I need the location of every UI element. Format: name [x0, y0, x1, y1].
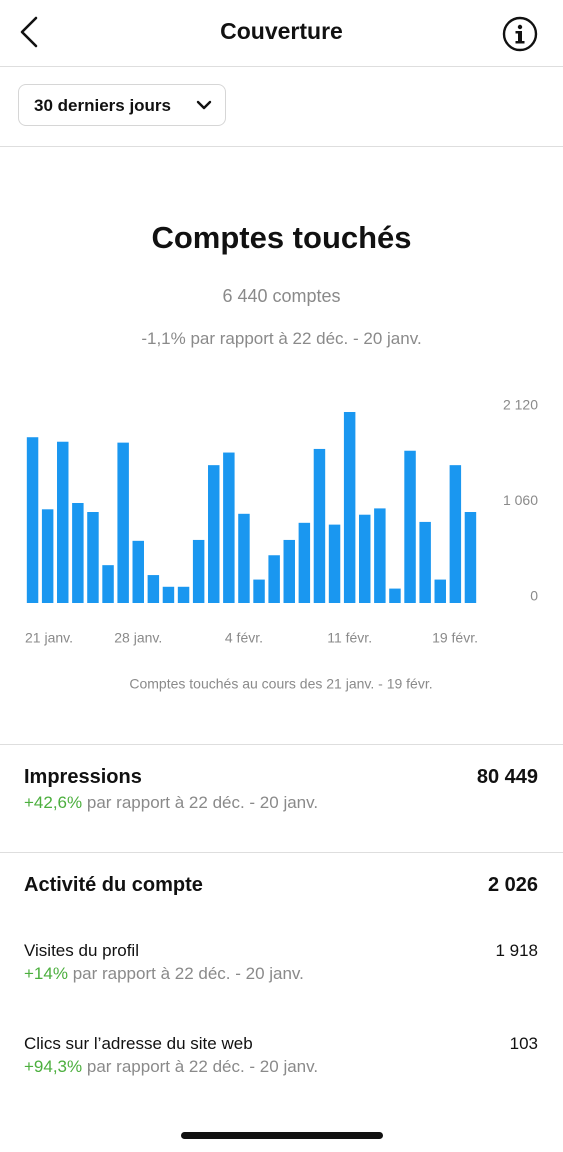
- x-tick-label: 4 févr.: [225, 630, 263, 646]
- chart: 0 1 060 2 120 21 janv. 28 janv. 4 févr. 11 fév…: [25, 397, 538, 692]
- impressions-value: 80 449: [476, 766, 538, 788]
- home-indicator: [181, 1132, 383, 1139]
- bar: [253, 579, 265, 603]
- bar: [464, 512, 477, 603]
- bar: [102, 565, 114, 603]
- comparison: par rapport à 22 déc. - 20 janv.: [86, 793, 319, 812]
- divider: [0, 852, 563, 853]
- item-comparison: +94,3% par rapport à 22 déc. - 20 janv.: [24, 1057, 318, 1077]
- back-button[interactable]: [14, 14, 44, 50]
- bar: [117, 442, 129, 603]
- activity-label: Activité du compte: [24, 874, 203, 896]
- bar: [404, 450, 416, 603]
- activity-value: 2 026: [487, 874, 538, 896]
- bar: [434, 579, 446, 603]
- info-button[interactable]: [501, 15, 539, 53]
- bar: [26, 437, 39, 603]
- summary-total: 6 440 comptes: [222, 286, 341, 306]
- y-tick-label: 0: [530, 588, 538, 604]
- bar: [132, 540, 144, 603]
- header-title: Couverture: [220, 18, 343, 44]
- date-filter[interactable]: 30 derniers jours: [18, 84, 226, 126]
- change: +42,6%: [24, 793, 83, 812]
- x-tick-label: 19 févr.: [432, 630, 478, 646]
- bar: [389, 588, 401, 603]
- bar: [283, 539, 295, 603]
- bar: [41, 509, 54, 603]
- y-tick-label: 1 060: [503, 492, 538, 508]
- divider: [0, 744, 563, 745]
- item-comparison: +14% par rapport à 22 déc. - 20 janv.: [24, 964, 304, 984]
- bar: [57, 441, 69, 603]
- comparison: par rapport à 22 déc. - 20 janv.: [72, 964, 304, 983]
- bar: [72, 502, 84, 603]
- bar: [208, 465, 220, 603]
- bar: [328, 524, 341, 603]
- x-tick-label: 21 janv.: [25, 630, 73, 646]
- dropdown-icon: [196, 100, 212, 110]
- chart-caption: Comptes touchés au cours des 21 janv. - …: [129, 676, 432, 692]
- bar: [192, 539, 205, 603]
- bar: [419, 521, 431, 603]
- change: +14%: [24, 964, 68, 983]
- impressions-label: Impressions: [24, 766, 142, 788]
- change: +94,3%: [24, 1057, 83, 1076]
- item-label: Clics sur l’adresse du site web: [24, 1034, 253, 1053]
- divider: [0, 66, 563, 67]
- bar: [359, 514, 371, 603]
- bar: [313, 448, 326, 603]
- item-value: 103: [509, 1034, 538, 1053]
- bar: [223, 452, 235, 603]
- filter-label: 30 derniers jours: [34, 96, 172, 115]
- divider: [0, 146, 563, 147]
- bar: [162, 586, 175, 603]
- bar: [298, 522, 311, 603]
- bar: [147, 575, 160, 603]
- bar: [449, 465, 462, 603]
- comparison: par rapport à 22 déc. - 20 janv.: [86, 1057, 319, 1076]
- bar: [268, 555, 280, 603]
- item-label: Visites du profil: [24, 941, 139, 960]
- bar: [343, 412, 356, 603]
- summary-title: Comptes touchés: [151, 220, 412, 255]
- x-tick-label: 28 janv.: [114, 630, 162, 646]
- bar: [177, 586, 190, 603]
- y-tick-label: 2 120: [503, 397, 538, 413]
- bar: [374, 508, 386, 603]
- impressions-comparison: +42,6% par rapport à 22 déc. - 20 janv.: [24, 793, 318, 813]
- bar: [87, 512, 99, 603]
- bar: [238, 513, 250, 603]
- x-tick-label: 11 févr.: [327, 630, 372, 646]
- item-value: 1 918: [495, 941, 538, 960]
- summary-comparison: -1,1% par rapport à 22 déc. - 20 janv.: [141, 329, 422, 348]
